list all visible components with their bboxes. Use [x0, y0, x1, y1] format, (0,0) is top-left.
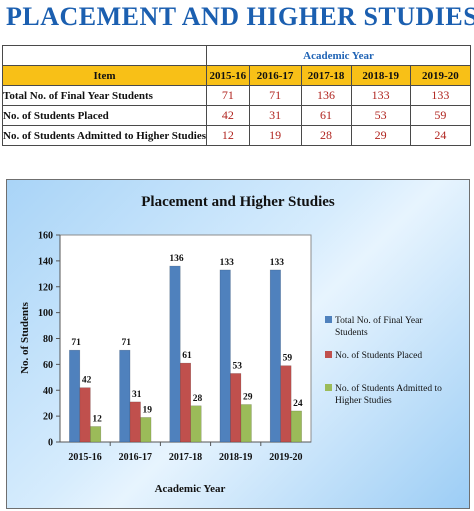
table-cell: 53 — [350, 105, 411, 126]
table-group-header-row: Academic Year — [1, 45, 471, 66]
y-tick-label: 80 — [43, 334, 53, 345]
year-header: 2018-19 — [350, 65, 411, 86]
bar — [140, 417, 152, 443]
bar — [180, 362, 191, 443]
bar-value-label: 61 — [182, 351, 192, 361]
row-label: No. of Students Placed — [1, 105, 208, 126]
bar — [90, 426, 102, 443]
chart-title: Placement and Higher Studies — [141, 194, 335, 210]
item-header: Item — [1, 65, 208, 86]
bar — [119, 349, 131, 443]
year-header: 2016-17 — [248, 65, 302, 86]
bar-value-label: 19 — [143, 405, 153, 415]
table-cell: 24 — [409, 125, 472, 146]
table-cell: 136 — [300, 85, 352, 106]
bar-value-label: 12 — [92, 414, 102, 424]
table-row: No. of Students Placed 42 31 61 53 59 — [1, 105, 472, 126]
row-label: Total No. of Final Year Students — [1, 85, 208, 106]
table-cell: 133 — [409, 85, 472, 106]
bar — [79, 387, 91, 443]
x-tick-label: 2018-19 — [219, 452, 252, 463]
table-cell: 61 — [300, 105, 352, 126]
table-cell: 59 — [409, 105, 472, 126]
x-axis-label: Academic Year — [155, 483, 226, 495]
bar-value-label: 28 — [193, 394, 203, 404]
bar — [129, 401, 141, 443]
legend-swatch — [325, 316, 332, 323]
bar-value-label: 29 — [243, 392, 253, 402]
y-tick-label: 100 — [38, 308, 53, 319]
bar-value-label: 71 — [122, 338, 132, 348]
legend-entry: No. of Students Placed — [335, 350, 422, 361]
bar-value-label: 136 — [169, 254, 184, 264]
y-tick-label: 40 — [43, 386, 53, 397]
chart-panel: Placement and Higher Studies 0 20 40 60 80 10… — [6, 179, 470, 509]
bar — [290, 410, 302, 443]
y-axis-label: No. of Students — [19, 301, 31, 374]
bar-value-label: 133 — [270, 258, 285, 268]
table-cell: 12 — [206, 125, 250, 146]
bar-value-label: 24 — [293, 399, 303, 409]
table-cell: 133 — [350, 85, 411, 106]
y-axis: 0 20 40 60 80 100 120 140 160 — [38, 231, 61, 449]
y-tick-label: 0 — [48, 438, 53, 449]
bar-value-label: 59 — [283, 354, 293, 364]
legend-swatch — [325, 351, 332, 358]
bar — [269, 269, 281, 443]
bar-value-label: 71 — [71, 338, 81, 348]
placement-table: Academic Year Item 2015-16 2016-17 2017-… — [1, 45, 472, 146]
bar — [69, 349, 81, 443]
table-row: Total No. of Final Year Students 71 71 1… — [1, 85, 472, 106]
y-tick-label: 140 — [38, 256, 53, 267]
table-row: No. of Students Admitted to Higher Studi… — [1, 125, 472, 146]
table-cell: 28 — [300, 125, 352, 146]
bar-value-label: 42 — [82, 376, 92, 386]
bar — [190, 405, 202, 443]
y-tick-label: 120 — [38, 282, 53, 293]
page-title: PLACEMENT AND HIGHER STUDIES — [6, 2, 474, 31]
table-cell: 19 — [248, 125, 302, 146]
row-label: No. of Students Admitted to Higher Studi… — [1, 125, 208, 146]
legend-swatch — [325, 384, 332, 391]
legend: Total No. of Final Year Students No. of St… — [325, 315, 442, 406]
bar — [280, 365, 292, 443]
table-cell: 31 — [248, 105, 302, 126]
x-tick-label: 2017-18 — [169, 452, 202, 463]
academic-year-header: Academic Year — [206, 45, 471, 66]
year-header: 2017-18 — [300, 65, 352, 86]
y-tick-label: 60 — [43, 360, 53, 371]
table-cell: 71 — [206, 85, 250, 106]
bars — [69, 265, 302, 443]
table-cell: 29 — [350, 125, 411, 146]
table-cell: 71 — [248, 85, 302, 106]
bar-value-label: 31 — [132, 390, 142, 400]
bar-value-label: 133 — [220, 258, 235, 268]
x-tick-label: 2015-16 — [68, 452, 101, 463]
bar — [230, 373, 242, 443]
bar — [169, 265, 181, 443]
x-axis: 2015-16 2016-17 2017-18 2018-19 2019-20 — [60, 441, 311, 463]
bar-value-label: 53 — [232, 361, 242, 371]
year-header: 2015-16 — [206, 65, 250, 86]
legend-entry: Total No. of Final Year Students — [335, 315, 423, 338]
table-cell: 42 — [206, 105, 250, 126]
year-header: 2019-20 — [409, 65, 472, 86]
table-header-row: Item 2015-16 2016-17 2017-18 2018-19 201… — [1, 65, 472, 86]
y-tick-label: 160 — [38, 231, 53, 242]
bar-chart: Placement and Higher Studies 0 20 40 60 80 10… — [19, 194, 442, 495]
bar — [219, 269, 231, 443]
legend-entry: No. of Students Admitted to Higher Studie… — [335, 383, 442, 406]
bar — [240, 404, 252, 443]
y-tick-label: 20 — [43, 412, 53, 423]
x-tick-label: 2016-17 — [119, 452, 152, 463]
x-tick-label: 2019-20 — [269, 452, 302, 463]
